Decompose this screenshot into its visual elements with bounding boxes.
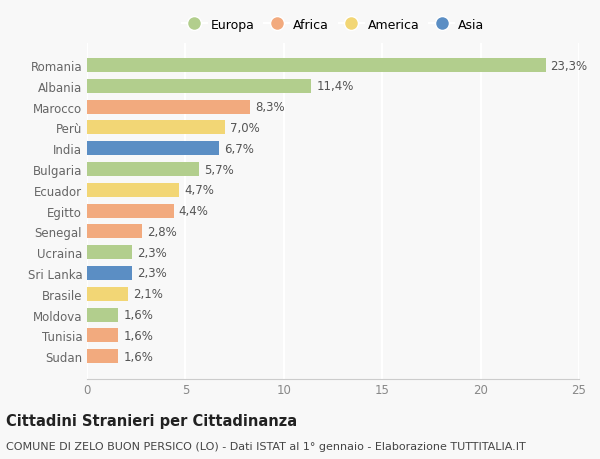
Bar xyxy=(87,79,311,94)
Text: Cittadini Stranieri per Cittadinanza: Cittadini Stranieri per Cittadinanza xyxy=(6,413,297,428)
Text: 4,7%: 4,7% xyxy=(184,184,214,197)
Text: 2,3%: 2,3% xyxy=(137,267,167,280)
Bar xyxy=(87,349,118,364)
Text: 2,8%: 2,8% xyxy=(147,225,177,238)
Text: 8,3%: 8,3% xyxy=(255,101,285,114)
Bar xyxy=(87,162,199,177)
Bar xyxy=(87,121,225,135)
Legend: Europa, Africa, America, Asia: Europa, Africa, America, Asia xyxy=(179,16,487,34)
Bar xyxy=(87,308,118,322)
Text: 6,7%: 6,7% xyxy=(224,142,254,156)
Bar xyxy=(87,59,545,73)
Text: 1,6%: 1,6% xyxy=(124,350,153,363)
Bar xyxy=(87,246,132,260)
Text: 1,6%: 1,6% xyxy=(124,329,153,342)
Bar xyxy=(87,266,132,280)
Bar xyxy=(87,225,142,239)
Bar xyxy=(87,287,128,301)
Bar xyxy=(87,142,219,156)
Text: 1,6%: 1,6% xyxy=(124,308,153,321)
Text: 7,0%: 7,0% xyxy=(230,122,259,134)
Text: COMUNE DI ZELO BUON PERSICO (LO) - Dati ISTAT al 1° gennaio - Elaborazione TUTTI: COMUNE DI ZELO BUON PERSICO (LO) - Dati … xyxy=(6,441,526,451)
Bar xyxy=(87,329,118,343)
Text: 23,3%: 23,3% xyxy=(550,59,587,73)
Text: 4,4%: 4,4% xyxy=(179,205,208,218)
Bar xyxy=(87,101,250,114)
Bar xyxy=(87,183,179,197)
Text: 11,4%: 11,4% xyxy=(316,80,353,93)
Bar xyxy=(87,204,173,218)
Text: 5,7%: 5,7% xyxy=(204,163,234,176)
Text: 2,3%: 2,3% xyxy=(137,246,167,259)
Text: 2,1%: 2,1% xyxy=(133,288,163,301)
